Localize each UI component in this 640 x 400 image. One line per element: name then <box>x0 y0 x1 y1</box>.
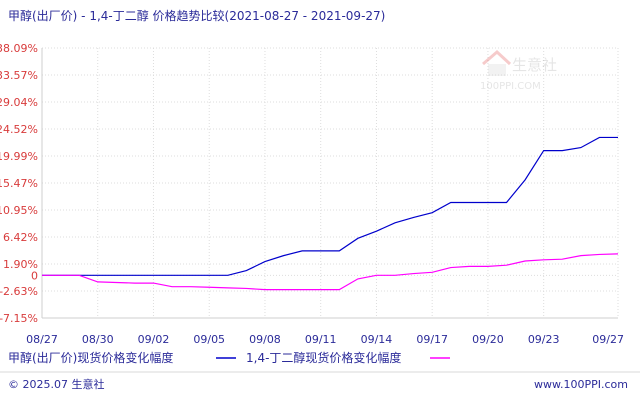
y-tick-label: 24.52% <box>0 123 38 136</box>
butanediol-series-line <box>42 253 619 291</box>
y-tick-label: 38.09% <box>0 42 38 55</box>
x-tick-label: 09/14 <box>361 333 393 346</box>
x-tick-label: 09/20 <box>472 333 504 346</box>
y-tick-label: 15.47% <box>0 177 38 190</box>
watermark-top-text: 生意社 <box>512 56 557 74</box>
y-tick-label: 19.99% <box>0 150 38 163</box>
legend: 甲醇(出厂价)现货价格变化幅度 1,4-丁二醇现货价格变化幅度 <box>8 350 450 365</box>
x-tick-label: 09/02 <box>138 333 170 346</box>
x-tick-label: 09/17 <box>416 333 448 346</box>
x-axis-ticks: 08/27 08/30 09/02 09/05 09/08 09/11 09/14 09/17… <box>26 333 624 346</box>
y-tick-label: 10.95% <box>0 204 38 217</box>
x-tick-label: 08/27 <box>26 333 58 346</box>
y-tick-label: -7.15% <box>0 312 38 325</box>
watermark-logo: 生意社 100PPI.COM <box>480 49 557 92</box>
x-tick-label: 09/27 <box>592 333 624 346</box>
y-tick-label: 0 <box>31 269 38 282</box>
x-tick-label: 09/23 <box>528 333 560 346</box>
y-tick-label: 1.90% <box>3 258 38 271</box>
footer-site: www.100PPI.com <box>534 378 628 391</box>
axis-layer <box>41 48 618 319</box>
x-tick-label: 09/05 <box>193 333 225 346</box>
chart-title: 甲醇(出厂价) - 1,4-丁二醇 价格趋势比较(2021-08-27 - 20… <box>8 8 385 23</box>
footer-copyright: © 2025.07 生意社 <box>8 377 104 391</box>
x-tick-label: 08/30 <box>82 333 114 346</box>
watermark-bottom-text: 100PPI.COM <box>480 81 541 92</box>
y-tick-label: 29.04% <box>0 96 38 109</box>
legend-methanol-label: 甲醇(出厂价)现货价格变化幅度 <box>8 350 173 365</box>
legend-butanediol-label: 1,4-丁二醇现货价格变化幅度 <box>246 350 401 365</box>
methanol-series-line <box>42 136 618 276</box>
watermark: 生意社 100PPI.COM <box>480 49 557 92</box>
y-tick-label: -2.63% <box>0 285 38 298</box>
house-body-icon <box>488 64 506 76</box>
x-tick-label: 09/08 <box>249 333 281 346</box>
series-layer <box>42 136 619 291</box>
y-axis-ticks: 38.09% 33.57% 29.04% 24.52% 19.99% 15.47% 10.9… <box>0 42 38 325</box>
grid-layer <box>41 47 619 319</box>
x-tick-label: 09/11 <box>305 333 337 346</box>
y-tick-label: 6.42% <box>3 231 38 244</box>
y-tick-label: 33.57% <box>0 69 38 82</box>
house-icon <box>482 49 512 66</box>
